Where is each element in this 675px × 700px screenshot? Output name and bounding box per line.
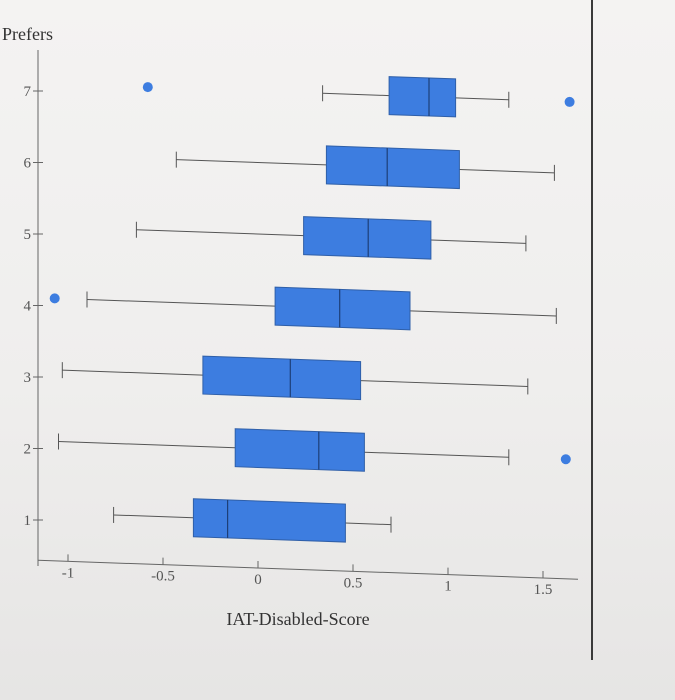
- x-tick-label: 0.5: [344, 575, 363, 591]
- x-tick-label: 1: [444, 579, 452, 595]
- box-iqr: [388, 76, 457, 118]
- lower-whisker: [136, 229, 304, 237]
- upper-whisker: [455, 97, 509, 101]
- lower-whisker: [86, 299, 276, 307]
- upper-whisker: [360, 380, 528, 387]
- x-tick-label: 1.5: [534, 582, 553, 598]
- box-iqr: [202, 355, 362, 401]
- box-iqr: [234, 428, 365, 472]
- upper-whisker: [459, 169, 555, 174]
- outlier-point: [49, 293, 60, 304]
- x-axis-ticks: -1 -0.5 0 0.5 1 1.5: [62, 554, 553, 598]
- box-group-4: [49, 286, 557, 331]
- box-iqr: [192, 498, 346, 543]
- y-tick-label: 3: [24, 370, 32, 386]
- y-tick-label: 5: [24, 227, 32, 243]
- lower-whisker: [58, 441, 236, 449]
- box-group-1: [113, 498, 392, 543]
- y-tick-label: 4: [24, 299, 32, 315]
- y-tick-label: 1: [24, 513, 32, 529]
- upper-whisker: [345, 522, 392, 526]
- page-edge-line: [591, 0, 593, 660]
- y-tick-label: 2: [24, 442, 32, 458]
- upper-whisker: [430, 239, 526, 244]
- lower-whisker: [113, 514, 194, 519]
- outlier-point: [564, 96, 575, 107]
- y-axis-ticks: 1 2 3 4 5 6 7: [24, 84, 43, 529]
- box-group-6: [175, 145, 555, 190]
- lower-whisker: [322, 92, 390, 97]
- y-tick-label: 7: [24, 84, 32, 100]
- box-group-2: [58, 428, 571, 472]
- box-group-7: [142, 76, 575, 118]
- outlier-point: [560, 454, 571, 465]
- x-axis-label: IAT-Disabled-Score: [226, 609, 369, 629]
- box-group-5: [135, 216, 527, 260]
- y-tick-label: 6: [24, 156, 32, 172]
- box-iqr: [303, 216, 432, 260]
- x-tick-label: -0.5: [151, 569, 175, 585]
- upper-whisker: [409, 310, 557, 317]
- outlier-point: [142, 82, 153, 93]
- x-tick-label: -1: [62, 565, 75, 581]
- lower-whisker: [62, 369, 203, 376]
- upper-whisker: [364, 451, 509, 458]
- box-series: [49, 76, 575, 543]
- lower-whisker: [176, 159, 327, 166]
- box-group-3: [61, 355, 529, 401]
- x-axis-line: [37, 559, 579, 580]
- box-iqr: [325, 145, 460, 190]
- box-iqr: [274, 286, 411, 331]
- x-tick-label: 0: [254, 572, 262, 588]
- y-axis-label: Prefers: [2, 24, 53, 44]
